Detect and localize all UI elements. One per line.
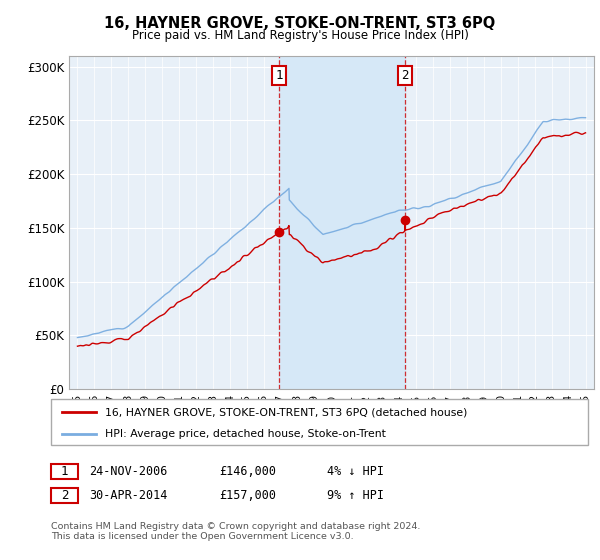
Text: 2: 2 [61, 489, 68, 502]
Text: 16, HAYNER GROVE, STOKE-ON-TRENT, ST3 6PQ (detached house): 16, HAYNER GROVE, STOKE-ON-TRENT, ST3 6P… [105, 407, 467, 417]
Text: £146,000: £146,000 [219, 465, 276, 478]
Text: 30-APR-2014: 30-APR-2014 [89, 489, 167, 502]
Text: 24-NOV-2006: 24-NOV-2006 [89, 465, 167, 478]
Text: 1: 1 [275, 69, 283, 82]
Text: Price paid vs. HM Land Registry's House Price Index (HPI): Price paid vs. HM Land Registry's House … [131, 29, 469, 42]
Text: 16, HAYNER GROVE, STOKE-ON-TRENT, ST3 6PQ: 16, HAYNER GROVE, STOKE-ON-TRENT, ST3 6P… [104, 16, 496, 31]
Text: 1: 1 [61, 465, 68, 478]
Bar [279, 56, 405, 389]
Text: 9% ↑ HPI: 9% ↑ HPI [327, 489, 384, 502]
Text: HPI: Average price, detached house, Stoke-on-Trent: HPI: Average price, detached house, Stok… [105, 429, 386, 438]
Text: Contains HM Land Registry data © Crown copyright and database right 2024.
This d: Contains HM Land Registry data © Crown c… [51, 522, 421, 542]
Text: 4% ↓ HPI: 4% ↓ HPI [327, 465, 384, 478]
Text: 2: 2 [401, 69, 409, 82]
Text: £157,000: £157,000 [219, 489, 276, 502]
